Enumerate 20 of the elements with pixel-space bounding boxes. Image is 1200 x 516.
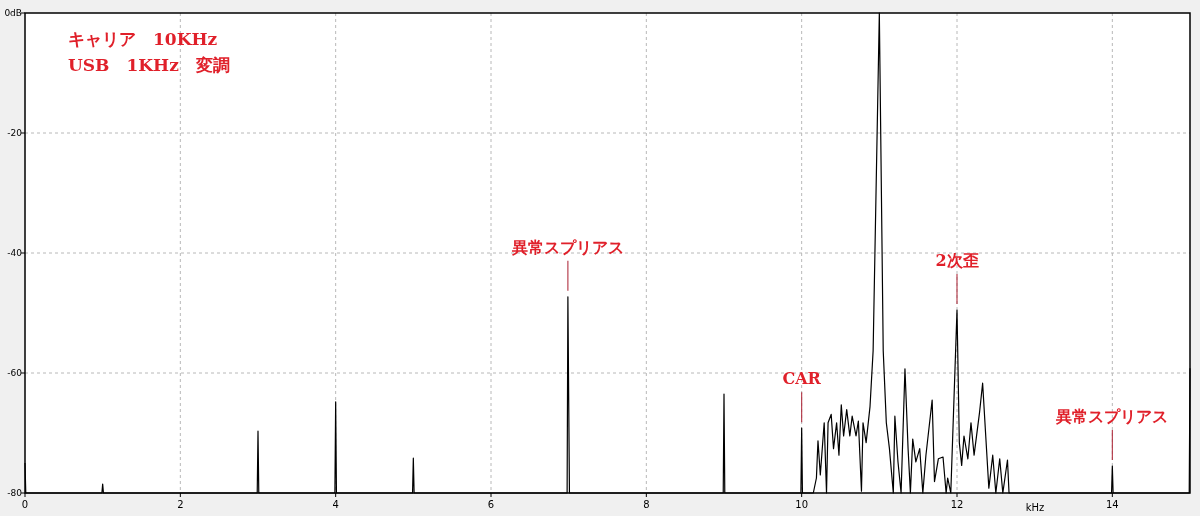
annotation: USB 1KHz 変調 [68, 55, 230, 75]
x-tick-label: 10 [795, 499, 809, 510]
x-tick-label: 6 [487, 499, 495, 510]
x-tick-label: 12 [950, 499, 964, 510]
x-axis-title: kHz [1025, 502, 1045, 513]
y-tick-label: 0dB [4, 8, 22, 18]
annotation: CAR [782, 369, 822, 389]
x-tick-label: 4 [332, 499, 339, 510]
y-tick-label: -20 [7, 128, 23, 138]
x-tick-label: 14 [1105, 499, 1119, 510]
annotation: 2次歪 [935, 251, 979, 270]
y-tick-label: -80 [7, 488, 23, 498]
y-tick-label: -40 [7, 248, 23, 258]
y-tick-label: -60 [7, 368, 23, 378]
x-tick-label: 0 [21, 499, 29, 510]
x-tick-label: 2 [177, 499, 184, 510]
annotation: キャリア 10KHz [68, 29, 218, 49]
annotation: 異常スプリアス [1055, 407, 1169, 426]
x-tick-label: 8 [643, 499, 650, 510]
annotation: 異常スプリアス [510, 237, 624, 257]
